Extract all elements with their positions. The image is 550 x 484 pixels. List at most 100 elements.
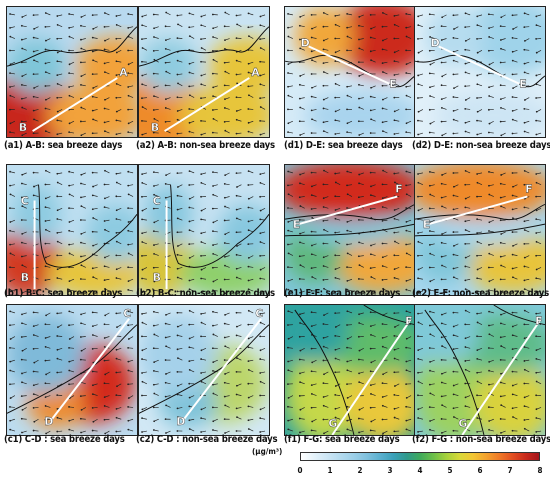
wind-arrow-head bbox=[287, 288, 290, 291]
wind-arrow-head bbox=[115, 74, 118, 77]
coastline bbox=[415, 54, 545, 88]
wind-arrow-head bbox=[287, 346, 289, 349]
wind-arrow-head bbox=[464, 71, 467, 74]
wind-arrow-head bbox=[44, 85, 47, 87]
wind-arrow-head bbox=[488, 420, 491, 422]
wind-arrow-head bbox=[346, 280, 349, 282]
wind-arrow-head bbox=[358, 83, 360, 86]
wind-arrow-head bbox=[441, 233, 443, 235]
wind-arrow-head bbox=[20, 24, 23, 27]
wind-arrow-head bbox=[334, 334, 337, 337]
wind-arrow-head bbox=[393, 133, 396, 135]
wind-arrow-head bbox=[535, 232, 538, 234]
wind-arrow-head bbox=[512, 217, 514, 220]
wind-arrow-head bbox=[176, 208, 179, 211]
wind-arrow-head bbox=[248, 35, 250, 38]
wind-arrow-head bbox=[56, 133, 59, 136]
wind-arrow-head bbox=[200, 417, 203, 420]
wind-arrow-head bbox=[405, 26, 408, 29]
wind-arrow-head bbox=[464, 265, 467, 268]
wind-arrow-head bbox=[79, 358, 82, 361]
wind-arrow-head bbox=[346, 369, 349, 372]
wind-arrow-head bbox=[223, 120, 226, 123]
wind-arrow-head bbox=[535, 60, 538, 63]
wind-arrow-head bbox=[452, 311, 455, 314]
wind-arrow-head bbox=[523, 323, 526, 326]
wind-arrow-head bbox=[177, 245, 179, 247]
wind-arrow-head bbox=[80, 38, 82, 41]
wind-arrow-head bbox=[488, 36, 491, 38]
wind-arrow-head bbox=[322, 197, 325, 200]
wind-arrow-head bbox=[141, 372, 143, 374]
wind-arrow-head bbox=[393, 217, 396, 220]
wind-arrow-head bbox=[322, 265, 325, 267]
wind-arrow-head bbox=[381, 84, 384, 87]
wind-arrow-head bbox=[393, 60, 396, 63]
wind-arrow-head bbox=[311, 361, 314, 364]
wind-arrow-head bbox=[523, 360, 526, 362]
wind-arrow-head bbox=[535, 74, 538, 77]
wind-arrow-head bbox=[259, 417, 262, 420]
wind-arrow-head bbox=[235, 110, 238, 112]
wind-arrow-head bbox=[44, 26, 47, 28]
wind-arrow-head bbox=[511, 208, 514, 211]
wind-arrow-head bbox=[428, 184, 431, 187]
wind-arrow-head bbox=[499, 395, 502, 398]
wind-arrow-head bbox=[464, 39, 467, 42]
concentration-region bbox=[415, 165, 545, 220]
concentration-region bbox=[143, 184, 194, 244]
wind-arrow-head bbox=[79, 61, 82, 64]
wind-arrow-head bbox=[152, 131, 155, 134]
colorbar-tick-label: 6 bbox=[477, 466, 483, 475]
wind-arrow-head bbox=[535, 254, 538, 257]
wind-arrow-head bbox=[188, 184, 191, 186]
transect-end-label: D bbox=[176, 415, 185, 428]
wind-arrow-head bbox=[165, 313, 167, 316]
wind-arrow-head bbox=[176, 172, 179, 175]
wind-arrow-head bbox=[381, 107, 384, 110]
wind-arrow-head bbox=[440, 322, 443, 325]
wind-arrow-head bbox=[453, 416, 455, 418]
wind-arrow-head bbox=[334, 96, 337, 99]
wind-arrow-head bbox=[68, 207, 70, 210]
wind-arrow-head bbox=[235, 430, 238, 432]
wind-arrow-head bbox=[80, 24, 82, 27]
wind-arrow-head bbox=[511, 407, 514, 410]
coastline bbox=[285, 54, 415, 88]
wind-arrow-head bbox=[499, 196, 502, 199]
wind-arrow-head bbox=[346, 49, 348, 52]
wind-arrow-head bbox=[152, 289, 155, 292]
wind-arrow-head bbox=[79, 336, 82, 338]
wind-arrow-head bbox=[322, 382, 325, 384]
wind-arrow-head bbox=[322, 323, 325, 325]
wind-arrow-head bbox=[429, 369, 431, 372]
wind-arrow-head bbox=[211, 131, 214, 134]
wind-arrow-head bbox=[440, 255, 443, 258]
wind-arrow-head bbox=[141, 277, 143, 280]
wind-arrow-head bbox=[9, 72, 11, 74]
wind-arrow-head bbox=[417, 209, 420, 212]
wind-arrow-head bbox=[92, 420, 95, 423]
wind-arrow-head bbox=[417, 408, 420, 411]
wind-arrow-head bbox=[299, 431, 301, 434]
wind-arrow-head bbox=[358, 134, 361, 136]
wind-arrow-head bbox=[346, 122, 349, 125]
wind-arrow-head bbox=[115, 15, 118, 17]
wind-arrow-head bbox=[92, 244, 94, 247]
wind-arrow-head bbox=[80, 16, 83, 18]
wind-arrow-head bbox=[523, 382, 526, 385]
wind-arrow-head bbox=[68, 86, 71, 88]
wind-arrow-head bbox=[200, 218, 203, 221]
wind-arrow-head bbox=[20, 358, 23, 361]
wind-arrow-head bbox=[499, 61, 502, 64]
wind-arrow-head bbox=[211, 109, 214, 111]
wind-arrow-head bbox=[523, 243, 526, 245]
wind-arrow-head bbox=[91, 194, 94, 197]
wind-arrow-head bbox=[382, 432, 384, 435]
wind-arrow-head bbox=[381, 183, 384, 186]
wind-arrow-head bbox=[381, 48, 384, 51]
